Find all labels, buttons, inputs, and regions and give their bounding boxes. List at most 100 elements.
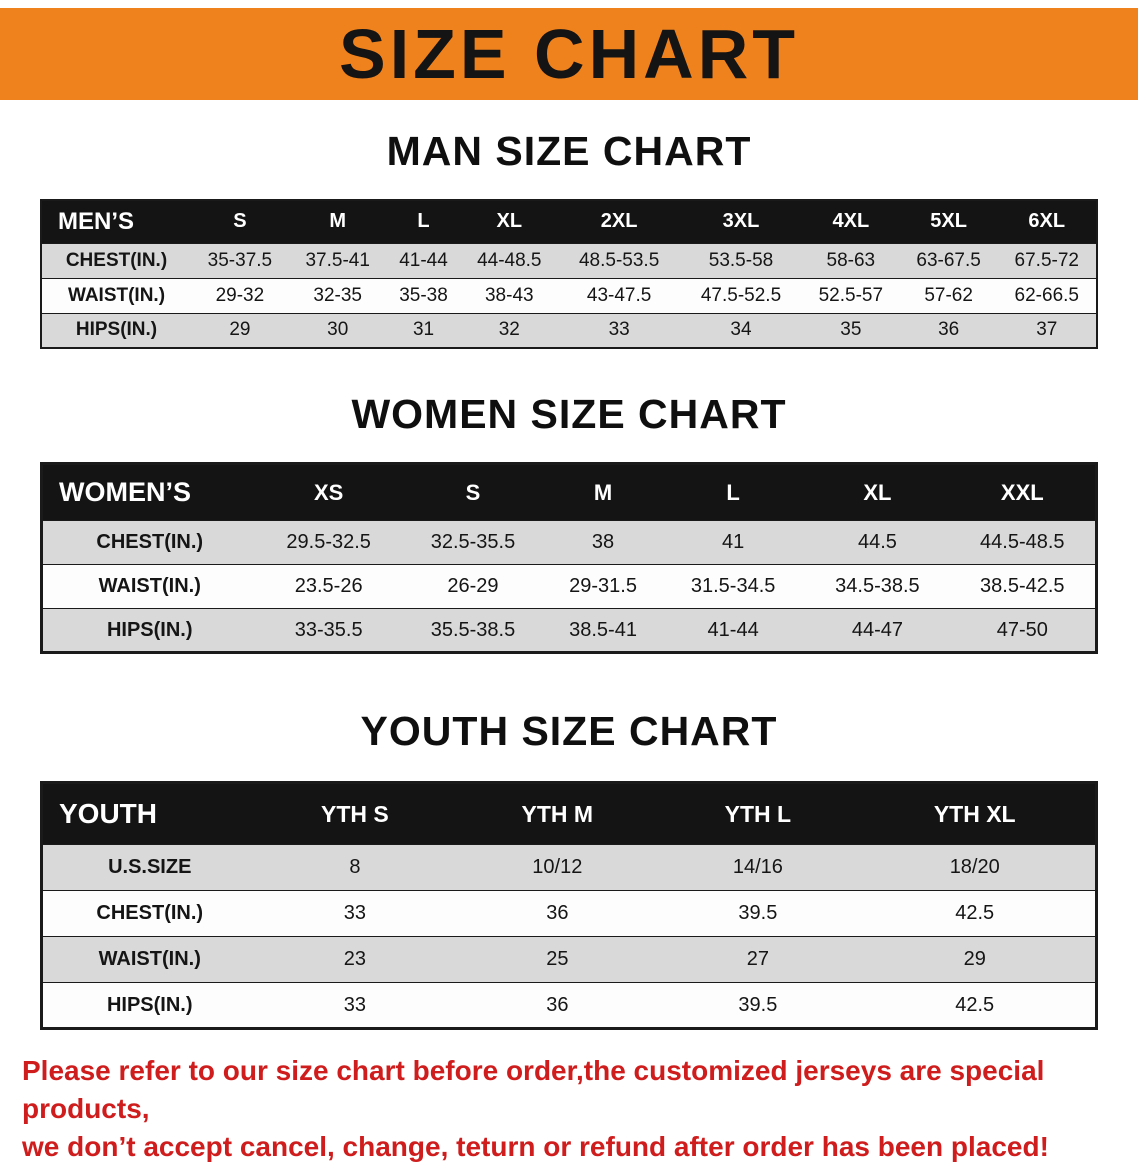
size-header-cell: S (191, 199, 289, 244)
value-cell: 31.5-34.5 (660, 564, 806, 609)
table-row: HIPS(IN.) 33-35.5 35.5-38.5 38.5-41 41-44 44-… (41, 608, 1097, 653)
size-header-cell: YTH S (256, 782, 454, 845)
row-label-cell: CHEST(IN.) (41, 890, 257, 937)
size-header-cell: 3XL (680, 199, 802, 244)
size-header-cell: 2XL (558, 199, 681, 244)
value-cell: 57-62 (899, 277, 998, 314)
row-label-cell: CHEST(IN.) (41, 520, 257, 565)
size-header-cell: M (545, 463, 661, 521)
value-cell: 47-50 (949, 608, 1097, 653)
value-cell: 44.5 (805, 520, 950, 565)
size-header-cell: XL (460, 199, 559, 244)
row-label-cell: HIPS(IN.) (41, 608, 257, 653)
value-cell: 29 (854, 936, 1097, 983)
size-header-cell: YTH L (661, 782, 855, 845)
disclaimer: Please refer to our size chart before or… (22, 1052, 1138, 1166)
size-header-cell: XL (805, 463, 950, 521)
disclaimer-line-1: Please refer to our size chart before or… (22, 1055, 1045, 1124)
value-cell: 34 (680, 312, 802, 349)
value-cell: 39.5 (661, 890, 855, 937)
value-cell: 29.5-32.5 (256, 520, 401, 565)
value-cell: 38.5-41 (545, 608, 661, 653)
value-cell: 31 (386, 312, 461, 349)
size-header-cell: L (386, 199, 461, 244)
banner-title: SIZE CHART (339, 15, 799, 93)
value-cell: 37 (997, 312, 1097, 349)
value-cell: 32-35 (288, 277, 387, 314)
table-row: U.S.SIZE 8 10/12 14/16 18/20 (41, 844, 1097, 891)
table-title-cell: WOMEN’S (41, 463, 257, 521)
table-row: HIPS(IN.) 29 30 31 32 33 34 35 36 37 (41, 312, 1097, 349)
row-label-cell: U.S.SIZE (41, 844, 257, 891)
size-header-cell: YTH M (453, 782, 662, 845)
value-cell: 36 (453, 890, 662, 937)
value-cell: 29-31.5 (545, 564, 661, 609)
value-cell: 8 (256, 844, 454, 891)
youth-section-heading: YOUTH SIZE CHART (360, 708, 778, 754)
youth-size-table: YOUTH YTH S YTH M YTH L YTH XL U.S.SIZE 8 10/12… (40, 781, 1098, 1030)
row-label-cell: WAIST(IN.) (41, 936, 257, 983)
size-header-cell: 4XL (801, 199, 900, 244)
table-row: WAIST(IN.) 23.5-26 26-29 29-31.5 31.5-34.5 34… (41, 564, 1097, 609)
value-cell: 33 (256, 890, 454, 937)
value-cell: 27 (661, 936, 855, 983)
table-row: CHEST(IN.) 33 36 39.5 42.5 (41, 890, 1097, 937)
disclaimer-line-2: we don’t accept cancel, change, teturn o… (22, 1131, 1049, 1162)
value-cell: 67.5-72 (997, 242, 1097, 279)
row-label-cell: HIPS(IN.) (41, 982, 257, 1029)
value-cell: 58-63 (801, 242, 900, 279)
value-cell: 35 (801, 312, 900, 349)
value-cell: 37.5-41 (288, 242, 387, 279)
value-cell: 23 (256, 936, 454, 983)
size-header-cell: L (660, 463, 806, 521)
value-cell: 38 (545, 520, 661, 565)
men-section-heading: MAN SIZE CHART (386, 128, 752, 174)
value-cell: 62-66.5 (997, 277, 1097, 314)
value-cell: 41 (660, 520, 806, 565)
size-header-cell: 5XL (899, 199, 998, 244)
table-row: HIPS(IN.) 33 36 39.5 42.5 (41, 982, 1097, 1029)
size-header-cell: YTH XL (854, 782, 1097, 845)
row-label-cell: CHEST(IN.) (41, 242, 191, 279)
value-cell: 42.5 (854, 982, 1097, 1029)
size-chart-banner: SIZE CHART (0, 8, 1138, 100)
value-cell: 29-32 (191, 277, 289, 314)
value-cell: 35.5-38.5 (400, 608, 546, 653)
value-cell: 44-47 (805, 608, 950, 653)
value-cell: 47.5-52.5 (680, 277, 802, 314)
women-size-table: WOMEN’S XS S M L XL XXL CHEST(IN.) 29.5-32.5 32.5… (40, 462, 1098, 654)
value-cell: 38-43 (460, 277, 559, 314)
value-cell: 23.5-26 (256, 564, 401, 609)
size-header-cell: S (400, 463, 546, 521)
value-cell: 36 (453, 982, 662, 1029)
value-cell: 33 (256, 982, 454, 1029)
value-cell: 33-35.5 (256, 608, 401, 653)
value-cell: 34.5-38.5 (805, 564, 950, 609)
value-cell: 41-44 (660, 608, 806, 653)
women-size-section: WOMEN SIZE CHART WOMEN’S XS S M L XL XXL CHEST(… (0, 391, 1138, 654)
table-title-cell: YOUTH (41, 782, 257, 845)
value-cell: 44-48.5 (460, 242, 559, 279)
value-cell: 52.5-57 (801, 277, 900, 314)
header-row: YOUTH YTH S YTH M YTH L YTH XL (41, 782, 1097, 845)
row-label-cell: WAIST(IN.) (41, 564, 257, 609)
size-header-cell: M (288, 199, 387, 244)
value-cell: 26-29 (400, 564, 546, 609)
table-row: CHEST(IN.) 29.5-32.5 32.5-35.5 38 41 44.5 44.5… (41, 520, 1097, 565)
value-cell: 35-38 (386, 277, 461, 314)
value-cell: 30 (288, 312, 387, 349)
value-cell: 33 (558, 312, 681, 349)
value-cell: 32.5-35.5 (400, 520, 546, 565)
table-title-cell: MEN’S (41, 199, 191, 244)
value-cell: 42.5 (854, 890, 1097, 937)
table-row: WAIST(IN.) 29-32 32-35 35-38 38-43 43-47.5 47.… (41, 277, 1097, 314)
size-header-cell: XXL (949, 463, 1097, 521)
value-cell: 14/16 (661, 844, 855, 891)
header-row: WOMEN’S XS S M L XL XXL (41, 463, 1097, 521)
value-cell: 36 (899, 312, 998, 349)
value-cell: 29 (191, 312, 289, 349)
youth-size-section: YOUTH SIZE CHART YOUTH YTH S YTH M YTH L YTH… (0, 708, 1138, 1030)
row-label-cell: WAIST(IN.) (41, 277, 191, 314)
value-cell: 48.5-53.5 (558, 242, 681, 279)
value-cell: 39.5 (661, 982, 855, 1029)
